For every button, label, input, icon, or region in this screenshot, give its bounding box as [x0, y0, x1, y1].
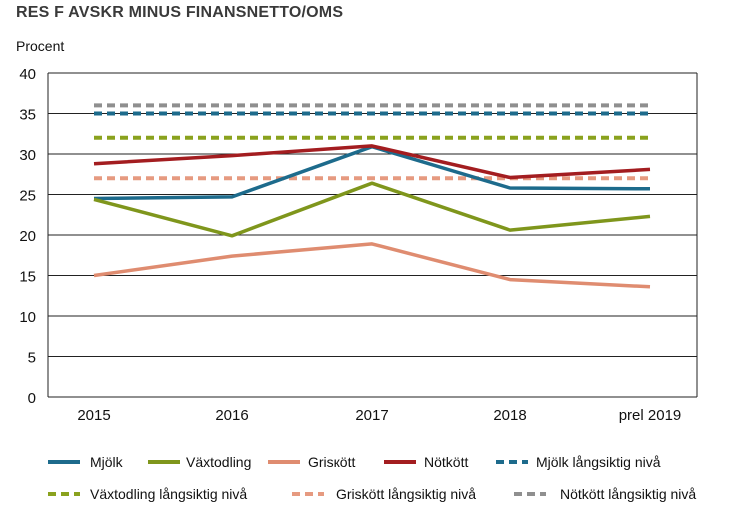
- x-tick-label: 2016: [215, 407, 248, 424]
- y-tick-label: 25: [19, 188, 36, 205]
- y-tick-label: 35: [19, 107, 36, 124]
- x-tick-label: 2017: [355, 407, 388, 424]
- y-tick-label: 0: [28, 390, 36, 407]
- x-tick-label: prel 2019: [619, 407, 682, 424]
- y-tick-label: 30: [19, 147, 36, 164]
- legend-label: Grisкött: [308, 454, 355, 470]
- legend-label: Nötkött: [424, 454, 468, 470]
- legend-item: Griskött långsiktig nivå: [292, 486, 476, 502]
- legend-item: Mjölk långsiktig nivå: [496, 454, 661, 470]
- legend-label: Mjölk: [90, 454, 124, 470]
- y-tick-label: 40: [19, 66, 36, 83]
- series-lines: [93, 103, 651, 289]
- legend-item: Växtodling: [148, 454, 251, 470]
- y-axis-label: Procent: [16, 38, 64, 54]
- legend-label: Växtodling: [186, 454, 251, 470]
- y-tick-label: 10: [19, 309, 36, 326]
- x-tick-label: 2015: [77, 407, 110, 424]
- legend-item: Mjölk: [48, 454, 124, 470]
- legend-label: Griskött långsiktig nivå: [336, 486, 476, 502]
- grid-lines: [47, 72, 698, 398]
- legend-label: Växtodling långsiktig nivå: [90, 486, 247, 502]
- x-tick-label: 2018: [493, 407, 526, 424]
- x-tick-labels: 2015 2016 2017 2018 prel 2019: [77, 407, 681, 424]
- legend-item: Grisкött: [268, 454, 355, 470]
- y-tick-labels: 0 5 10 15 20 25 30 35 40: [19, 66, 36, 407]
- series-griskott: [93, 242, 651, 289]
- legend-label: Mjölk långsiktig nivå: [536, 454, 661, 470]
- y-tick-label: 20: [19, 228, 36, 245]
- legend-item: Nötkött: [384, 454, 468, 470]
- legend-item: Nötkött långsiktig nivå: [514, 486, 696, 502]
- y-tick-label: 15: [19, 269, 36, 286]
- legend-item: Växtodling långsiktig nivå: [48, 486, 247, 502]
- chart-title: RES F AVSKR MINUS FINANSNETTO/OMS: [16, 4, 344, 21]
- series-vaxtodling: [93, 181, 651, 238]
- legend-label: Nötkött långsiktig nivå: [560, 486, 696, 502]
- y-tick-label: 5: [28, 350, 36, 367]
- series-notkott: [93, 144, 651, 180]
- legend: Mjölk Växtodling Grisкött Nötkött Mjölk lång…: [48, 454, 696, 502]
